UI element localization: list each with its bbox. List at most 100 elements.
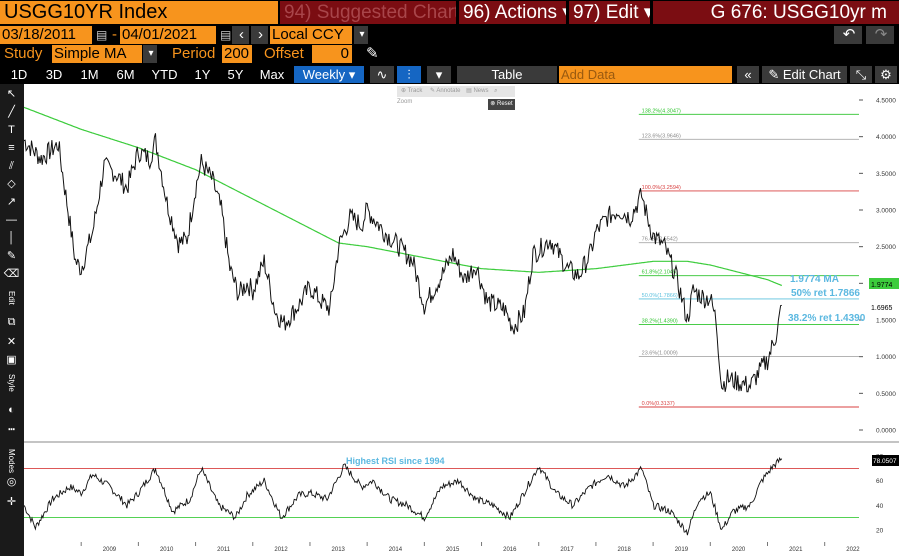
vertical-line-icon[interactable]: │ (8, 232, 15, 244)
chevron-down-icon[interactable]: ▾ (143, 45, 157, 63)
x-tick-label: 2017 (560, 547, 574, 553)
rsi-tick-label: 40 (876, 503, 884, 510)
gear-icon[interactable]: ⚙ (875, 66, 897, 83)
line-chart-icon[interactable]: ∿ (370, 66, 394, 83)
fibonacci-icon[interactable]: ≡ (8, 142, 15, 154)
edit-chart-label: Edit Chart (782, 67, 841, 82)
ret50-annotation: 50% ret 1.7866 (791, 288, 860, 299)
calendar-icon[interactable]: ▤ (96, 28, 108, 42)
range-button-max[interactable]: Max (255, 66, 289, 83)
x-tick-label: 2019 (675, 547, 689, 553)
reset-button[interactable]: ⊗ Reset (488, 99, 515, 110)
delete-icon[interactable]: ✕ (6, 336, 17, 348)
range-button-1d[interactable]: 1D (5, 66, 33, 83)
channel-icon[interactable]: ⫽ (9, 160, 14, 172)
table-button[interactable]: Table (457, 66, 557, 83)
offset-input[interactable]: 0 (312, 45, 352, 63)
ticker-title[interactable]: USGG10YR Index (0, 1, 278, 24)
zoom-label: Zoom (397, 99, 413, 105)
y-tick-label: 1.0000 (876, 354, 896, 361)
range-button-1y[interactable]: 1Y (189, 66, 216, 83)
annotate-button[interactable]: ✎ Annotate (430, 88, 461, 94)
track-button[interactable]: ⊕ Track (401, 88, 423, 94)
start-date-field[interactable]: 03/18/2011 (0, 26, 92, 44)
chevron-down-icon[interactable]: ▾ (354, 26, 368, 44)
x-tick-label: 2010 (160, 547, 174, 553)
next-period-button[interactable]: › (251, 26, 268, 44)
y-tick-label: 0.0000 (876, 428, 896, 435)
study-select[interactable]: Simple MA (52, 45, 142, 63)
frequency-select[interactable]: Weekly ▾ (294, 66, 364, 83)
period-input[interactable]: 200 (222, 45, 252, 63)
crosshair-icon[interactable]: ✛ (6, 496, 17, 508)
line-style-icon[interactable]: ┅ (8, 424, 15, 436)
fib-level-label: 61.8%(2.1045) (642, 270, 678, 276)
eraser-icon[interactable]: ⌫ (3, 268, 20, 280)
lock-icon[interactable]: ▣ (6, 354, 17, 366)
range-button-ytd[interactable]: YTD (147, 66, 182, 83)
time-axis: 2009 2010 2011 2012 2013 2014 2015 2016 2017 2018… (80, 542, 860, 553)
fib-level-label: 50.0%(1.7866) (642, 293, 678, 299)
annotate-label: Annotate (436, 88, 461, 94)
currency-select[interactable]: Local CCY (270, 26, 352, 44)
moving-average-line (24, 106, 783, 287)
actions-menu[interactable]: 96) Actions ▾ (459, 1, 566, 24)
x-tick-label: 2018 (618, 547, 632, 553)
undo-icon[interactable]: ↶ (834, 26, 862, 44)
chart-tool-popup: ⊕ Track ✎ Annotate ▤ News ⌕ Zoom (397, 86, 515, 105)
rsi-last-value: 78.0507 (873, 458, 897, 465)
horizontal-line-icon[interactable]: — (6, 214, 17, 226)
y-tick-label: 4.0000 (876, 134, 896, 141)
shape-icon[interactable]: ◇ (7, 178, 16, 190)
edit-section-label: Edit (7, 290, 16, 305)
bar-chart-icon[interactable]: ⫶ (397, 66, 421, 83)
pointer-icon[interactable]: ↖ (6, 88, 17, 100)
x-tick-label: 2016 (503, 547, 517, 553)
x-tick-label: 2022 (846, 547, 860, 553)
fib-level-label: 38.2%(1.4390) (642, 318, 678, 324)
title-bar: USGG10YR Index 94) Suggested Charts 96) … (0, 0, 899, 25)
range-button-6m[interactable]: 6M (111, 66, 140, 83)
color-icon[interactable]: ◐ (8, 404, 15, 416)
reset-icon: ⊗ (490, 101, 497, 107)
x-tick-label: 2014 (389, 547, 403, 553)
range-button-1m[interactable]: 1M (75, 66, 104, 83)
draw-line-icon[interactable]: ╱ (8, 106, 15, 118)
brush-icon[interactable]: ✎ (6, 250, 17, 262)
fib-level-label: 23.6%(1.0009) (642, 351, 678, 357)
range-button-3d[interactable]: 3D (40, 66, 68, 83)
calendar-icon[interactable]: ▤ (220, 28, 232, 42)
fibonacci-levels: 138.2%(4.3047) 123.6%(3.9646) 100.0%(3.259… (638, 108, 859, 408)
resize-icon[interactable]: ⤡ (850, 66, 872, 83)
edit-chart-button[interactable]: ✎ Edit Chart (762, 66, 847, 83)
redo-icon[interactable]: ↷ (866, 26, 894, 44)
add-data-input[interactable]: Add Data (559, 66, 732, 83)
rsi-tick-label: 60 (876, 478, 884, 485)
x-tick-label: 2013 (332, 547, 346, 553)
study-bar: Study Simple MA ▾ Period 200 Offset 0 ✎ (0, 45, 899, 64)
suggested-charts-button[interactable]: 94) Suggested Charts (280, 1, 456, 24)
copy-icon[interactable]: ⧉ (7, 316, 16, 328)
y-tick-label: 1.5000 (876, 318, 896, 325)
mode-icon[interactable]: ◎ (6, 476, 17, 488)
edit-menu[interactable]: 97) Edit ▾ (569, 1, 650, 24)
pencil-icon[interactable]: ✎ (366, 45, 379, 62)
arrow-tool-icon[interactable]: ↗ (6, 196, 17, 208)
style-section-label: Style (7, 374, 16, 392)
fib-level-label: 100.0%(3.2594) (642, 185, 681, 191)
period-label: Period (172, 45, 216, 62)
y-tick-label: 0.5000 (876, 391, 896, 398)
chevron-down-icon[interactable]: ▾ (427, 66, 451, 83)
offset-label: Offset (264, 45, 304, 62)
y-tick-label: 3.0000 (876, 208, 896, 215)
collapse-icon[interactable]: « (737, 66, 759, 83)
end-date-field[interactable]: 04/01/2021 (120, 26, 216, 44)
zoom-button[interactable]: ⌕ Zoom (397, 88, 498, 105)
range-button-5y[interactable]: 5Y (223, 66, 248, 83)
y-tick-label: 4.5000 (876, 98, 896, 105)
prev-period-button[interactable]: ‹ (232, 26, 249, 44)
text-tool-icon[interactable]: T (8, 124, 15, 136)
news-button[interactable]: ▤ News (466, 88, 489, 94)
price-chart[interactable]: 138.2%(4.3047) 123.6%(3.9646) 100.0%(3.259… (24, 84, 899, 556)
price-last-badge (869, 301, 899, 312)
